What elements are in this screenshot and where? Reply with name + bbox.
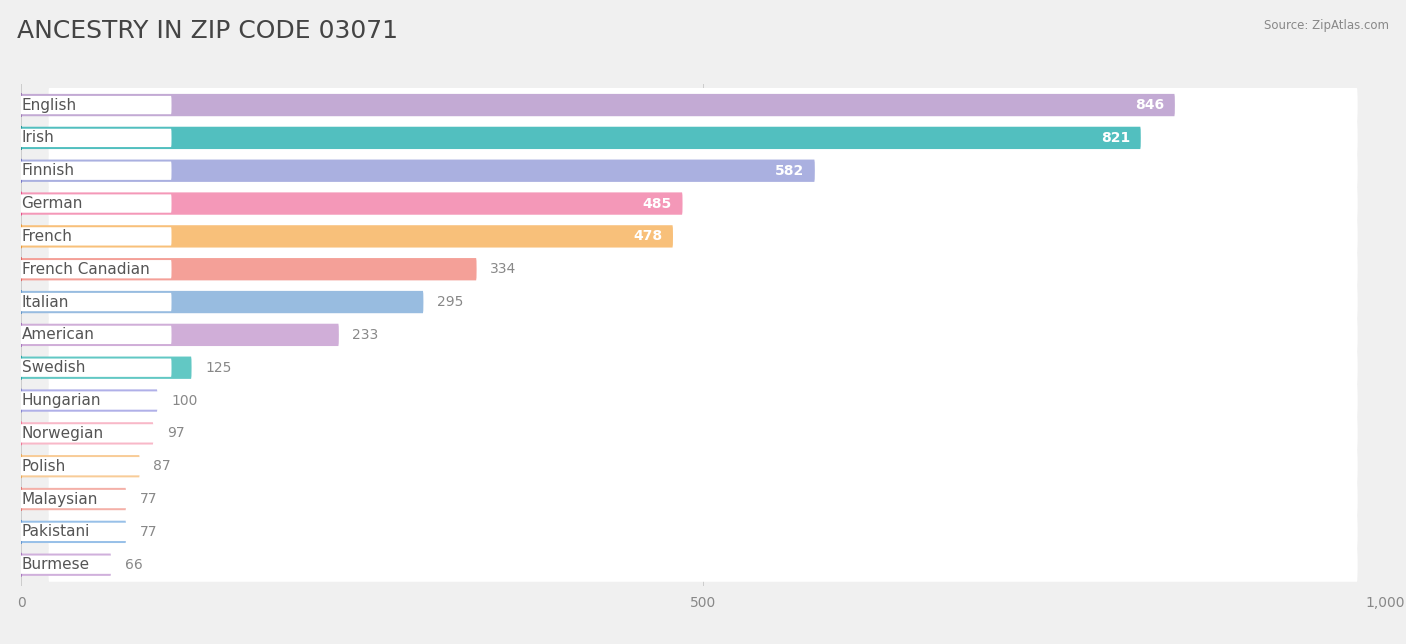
FancyBboxPatch shape: [21, 162, 172, 180]
FancyBboxPatch shape: [21, 194, 172, 213]
FancyBboxPatch shape: [48, 383, 1358, 417]
FancyBboxPatch shape: [21, 96, 172, 114]
Text: American: American: [21, 327, 94, 343]
Text: Norwegian: Norwegian: [21, 426, 104, 441]
Text: English: English: [21, 97, 77, 113]
Text: 87: 87: [153, 459, 172, 473]
FancyBboxPatch shape: [21, 225, 673, 247]
FancyBboxPatch shape: [21, 424, 172, 442]
FancyBboxPatch shape: [21, 556, 172, 574]
FancyBboxPatch shape: [21, 193, 682, 214]
FancyBboxPatch shape: [21, 326, 172, 344]
FancyBboxPatch shape: [21, 357, 191, 379]
Text: 846: 846: [1135, 98, 1164, 112]
Text: Pakistani: Pakistani: [21, 524, 90, 540]
FancyBboxPatch shape: [21, 160, 815, 182]
Text: 97: 97: [167, 426, 184, 440]
Text: 334: 334: [491, 262, 516, 276]
Text: Hungarian: Hungarian: [21, 393, 101, 408]
FancyBboxPatch shape: [21, 324, 339, 346]
Text: 821: 821: [1101, 131, 1130, 145]
FancyBboxPatch shape: [21, 455, 139, 477]
FancyBboxPatch shape: [21, 293, 172, 311]
Text: 478: 478: [633, 229, 662, 243]
Text: 582: 582: [775, 164, 804, 178]
FancyBboxPatch shape: [21, 127, 1140, 149]
FancyBboxPatch shape: [48, 285, 1358, 319]
FancyBboxPatch shape: [21, 258, 477, 280]
FancyBboxPatch shape: [21, 490, 172, 508]
Text: 125: 125: [205, 361, 232, 375]
Text: 485: 485: [643, 196, 672, 211]
FancyBboxPatch shape: [48, 482, 1358, 516]
Text: 66: 66: [125, 558, 142, 572]
FancyBboxPatch shape: [21, 554, 111, 576]
Text: French: French: [21, 229, 73, 244]
FancyBboxPatch shape: [21, 94, 1175, 116]
Text: 77: 77: [139, 492, 157, 506]
FancyBboxPatch shape: [21, 359, 172, 377]
Text: Swedish: Swedish: [21, 360, 84, 375]
Text: 233: 233: [353, 328, 378, 342]
FancyBboxPatch shape: [48, 187, 1358, 221]
FancyBboxPatch shape: [48, 121, 1358, 155]
Text: Finnish: Finnish: [21, 163, 75, 178]
FancyBboxPatch shape: [21, 390, 157, 412]
FancyBboxPatch shape: [21, 521, 127, 543]
FancyBboxPatch shape: [21, 227, 172, 245]
FancyBboxPatch shape: [21, 392, 172, 410]
FancyBboxPatch shape: [48, 350, 1358, 384]
FancyBboxPatch shape: [48, 449, 1358, 483]
Text: Burmese: Burmese: [21, 557, 90, 573]
FancyBboxPatch shape: [48, 252, 1358, 287]
Text: 77: 77: [139, 525, 157, 539]
FancyBboxPatch shape: [48, 416, 1358, 450]
FancyBboxPatch shape: [21, 129, 172, 147]
Text: ANCESTRY IN ZIP CODE 03071: ANCESTRY IN ZIP CODE 03071: [17, 19, 398, 43]
FancyBboxPatch shape: [21, 422, 153, 444]
Text: Polish: Polish: [21, 459, 66, 474]
Text: Malaysian: Malaysian: [21, 491, 98, 507]
FancyBboxPatch shape: [21, 488, 127, 510]
Text: Irish: Irish: [21, 130, 55, 146]
FancyBboxPatch shape: [48, 547, 1358, 582]
FancyBboxPatch shape: [48, 220, 1358, 254]
FancyBboxPatch shape: [48, 154, 1358, 188]
FancyBboxPatch shape: [21, 457, 172, 475]
Text: Source: ZipAtlas.com: Source: ZipAtlas.com: [1264, 19, 1389, 32]
FancyBboxPatch shape: [21, 260, 172, 278]
Text: 100: 100: [172, 393, 197, 408]
FancyBboxPatch shape: [48, 88, 1358, 122]
Text: Italian: Italian: [21, 294, 69, 310]
Text: French Canadian: French Canadian: [21, 261, 149, 277]
FancyBboxPatch shape: [48, 317, 1358, 352]
FancyBboxPatch shape: [48, 515, 1358, 549]
FancyBboxPatch shape: [21, 291, 423, 313]
Text: 295: 295: [437, 295, 464, 309]
FancyBboxPatch shape: [21, 523, 172, 541]
Text: German: German: [21, 196, 83, 211]
